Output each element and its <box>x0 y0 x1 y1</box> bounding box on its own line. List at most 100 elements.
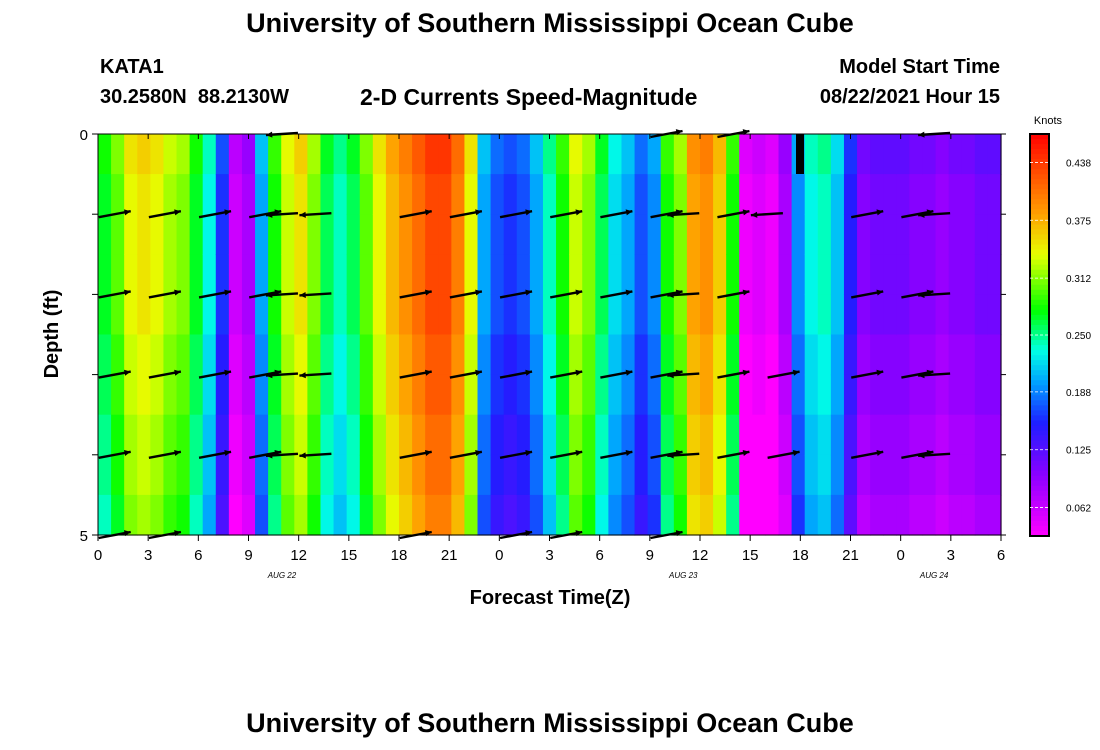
heatmap-cell <box>752 334 767 376</box>
heatmap-cell <box>150 414 165 456</box>
x-tick-label: 12 <box>290 547 307 564</box>
heatmap-cell <box>399 374 413 416</box>
current-vector <box>399 369 432 379</box>
heatmap-cell <box>608 134 623 175</box>
heatmap-cells <box>98 134 1002 536</box>
heatmap-cell <box>700 294 714 336</box>
heatmap-cell <box>542 334 557 376</box>
heatmap-cell <box>333 374 348 416</box>
station-coordinates: 30.2580N 88.2130W <box>100 86 290 108</box>
colorbar-swatch <box>1030 375 1049 381</box>
colorbar-swatch <box>1030 455 1049 462</box>
heatmap-cell <box>948 174 963 215</box>
heatmap-cell <box>713 494 727 536</box>
heatmap-cell <box>281 374 295 416</box>
heatmap-cell <box>281 334 295 376</box>
heatmap-cell <box>660 494 675 536</box>
heatmap-cell <box>215 214 230 255</box>
current-vector <box>717 369 750 379</box>
colorbar-swatch <box>1030 164 1049 170</box>
heatmap-cell <box>503 414 518 456</box>
heatmap-cell <box>150 334 165 376</box>
heatmap-cell <box>359 134 374 175</box>
heatmap-cell <box>438 134 452 175</box>
date-label: AUG 23 <box>668 571 698 580</box>
heatmap-cell <box>896 134 910 175</box>
heatmap-cell <box>333 214 348 255</box>
colorbar-swatch <box>1030 495 1049 502</box>
heatmap-cell <box>582 374 596 416</box>
heatmap-cell <box>385 134 400 175</box>
heatmap-cell <box>228 414 243 456</box>
heatmap-cell <box>176 334 191 376</box>
heatmap-cell <box>150 174 165 215</box>
heatmap-cell <box>987 334 1002 376</box>
current-vector <box>198 289 232 299</box>
heatmap-cell <box>935 374 950 416</box>
heatmap-cell <box>896 214 910 255</box>
heatmap-cell <box>163 214 178 255</box>
heatmap-cell <box>700 374 714 416</box>
heatmap-cell <box>870 294 884 336</box>
heatmap-cell <box>137 374 151 416</box>
heatmap-cell <box>778 134 793 175</box>
colorbar-swatch <box>1030 299 1049 306</box>
heatmap-cell <box>333 414 348 456</box>
heatmap-cell <box>281 214 295 255</box>
heatmap-cell <box>948 294 963 336</box>
heatmap-cell <box>778 334 793 376</box>
colorbar-tick-label: 0.438 <box>1066 158 1091 169</box>
heatmap-cell <box>726 214 740 255</box>
heatmap-cell <box>477 214 492 255</box>
heatmap-cell <box>896 454 910 496</box>
x-tick-label: 3 <box>947 547 955 564</box>
colorbar-swatch <box>1030 279 1049 286</box>
current-vector <box>851 369 884 379</box>
current-vector <box>299 211 332 218</box>
heatmap-cell <box>464 494 479 536</box>
heatmap-cell <box>516 174 531 215</box>
heatmap-cell <box>883 134 897 175</box>
colorbar-swatch <box>1030 319 1049 326</box>
heatmap-cell <box>804 414 819 456</box>
heatmap-cell <box>660 414 675 456</box>
heatmap-cell <box>189 374 204 416</box>
heatmap-cell <box>791 414 806 456</box>
colorbar-swatch <box>1030 154 1049 160</box>
heatmap-cell <box>739 254 753 295</box>
colorbar-swatch <box>1030 410 1049 416</box>
bottom-title: University of Southern Mississippi Ocean… <box>246 708 854 738</box>
heatmap-cell <box>700 174 714 215</box>
heatmap-cell <box>634 214 649 255</box>
heatmap-cell <box>621 174 636 215</box>
colorbar-swatch <box>1030 450 1049 457</box>
heatmap-cell <box>176 254 191 295</box>
heatmap-cell <box>137 134 151 175</box>
heatmap-cell <box>647 334 662 376</box>
heatmap-cell <box>189 334 204 376</box>
heatmap-cell <box>843 494 858 536</box>
heatmap-cell <box>228 174 243 215</box>
colorbar-swatch <box>1030 460 1049 467</box>
heatmap-cell <box>215 494 230 536</box>
heatmap-cell <box>791 174 806 215</box>
colorbar-swatch <box>1030 314 1049 321</box>
heatmap-cell <box>137 174 151 215</box>
current-vector <box>265 291 299 299</box>
heatmap-cell <box>215 134 230 175</box>
heatmap-cell <box>569 214 583 255</box>
heatmap-cell <box>870 494 884 536</box>
current-vector <box>148 369 182 379</box>
heatmap-cell <box>451 294 466 336</box>
heatmap-cell <box>660 454 675 496</box>
heatmap-cell <box>255 294 269 336</box>
heatmap-cell <box>883 374 897 416</box>
heatmap-cell <box>202 374 217 416</box>
heatmap-cell <box>896 294 910 336</box>
heatmap-cell <box>974 134 989 175</box>
heatmap-cell <box>883 174 897 215</box>
heatmap-cell <box>542 254 557 295</box>
heatmap-cell <box>176 374 191 416</box>
heatmap-cell <box>830 334 845 376</box>
depth-marker-bar <box>796 134 804 174</box>
